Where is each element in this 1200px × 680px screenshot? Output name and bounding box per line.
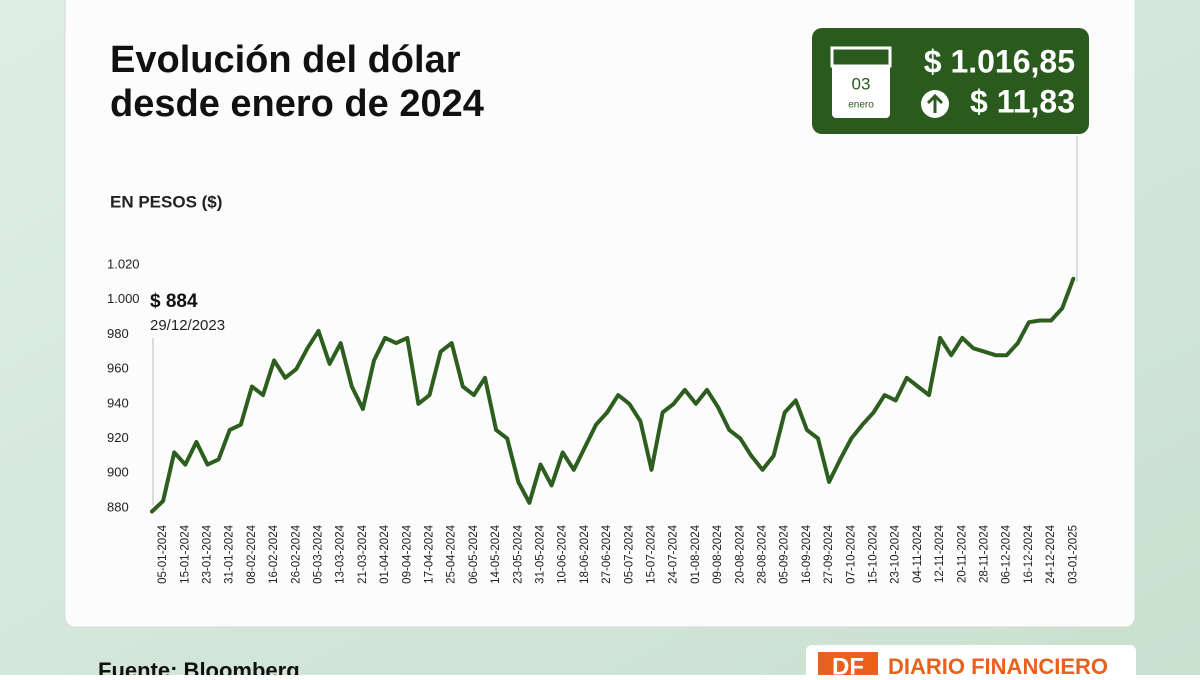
x-tick-label: 05-01-2024 — [157, 524, 169, 583]
x-tick-label: 04-11-2024 — [912, 524, 924, 583]
x-tick-label: 16-12-2024 — [1023, 524, 1035, 583]
x-tick-label: 13-03-2024 — [335, 524, 347, 583]
calendar-month: enero — [848, 100, 874, 111]
x-tick-label: 05-09-2024 — [779, 524, 791, 583]
x-tick-label: 08-02-2024 — [246, 524, 258, 583]
brand-name: DIARIO FINANCIERO — [888, 654, 1108, 675]
x-tick-label: 21-03-2024 — [357, 524, 369, 583]
x-tick-label: 23-05-2024 — [512, 524, 524, 583]
x-tick-label: 15-01-2024 — [179, 524, 191, 583]
x-tick-label: 09-04-2024 — [401, 524, 413, 583]
y-tick-label: 920 — [107, 430, 129, 445]
summary-change: $ 11,83 — [970, 83, 1075, 119]
x-tick-label: 16-02-2024 — [268, 524, 280, 583]
x-tick-label: 18-06-2024 — [579, 524, 591, 583]
x-tick-label: 01-04-2024 — [379, 524, 391, 583]
x-tick-label: 28-08-2024 — [757, 524, 769, 583]
y-tick-label: 880 — [107, 499, 129, 514]
y-axis-label: EN PESOS ($) — [110, 192, 222, 211]
x-tick-label: 14-05-2024 — [490, 524, 502, 583]
x-tick-label: 09-08-2024 — [712, 524, 724, 583]
x-tick-label: 28-11-2024 — [979, 524, 991, 583]
x-tick-label: 24-12-2024 — [1045, 524, 1057, 583]
x-tick-label: 25-04-2024 — [446, 524, 458, 583]
up-arrow — [926, 93, 944, 113]
card — [64, 0, 1136, 628]
x-tick-label: 03-01-2025 — [1067, 525, 1079, 584]
x-tick-label: 27-09-2024 — [823, 524, 835, 583]
x-tick-label: 05-03-2024 — [313, 524, 325, 583]
y-tick-label: 1.020 — [107, 256, 140, 271]
y-tick-label: 1.000 — [107, 291, 140, 306]
title-line: Evolución del dólar — [110, 39, 461, 81]
x-tick-label: 23-01-2024 — [202, 524, 214, 583]
y-tick-label: 940 — [107, 395, 129, 410]
x-tick-label: 07-10-2024 — [845, 524, 857, 583]
brand-initials: DF — [832, 653, 864, 675]
calendar-day: 03 — [852, 74, 871, 93]
x-tick-label: 23-10-2024 — [890, 524, 902, 583]
title-line: desde enero de 2024 — [110, 83, 484, 125]
x-tick-label: 15-07-2024 — [646, 524, 658, 583]
x-tick-label: 06-05-2024 — [468, 524, 480, 583]
x-tick-label: 24-07-2024 — [668, 524, 680, 583]
y-tick-label: 980 — [107, 326, 129, 341]
calendar-top — [830, 46, 892, 68]
x-tick-label: 12-11-2024 — [934, 524, 946, 583]
y-tick-label: 960 — [107, 361, 129, 376]
x-tick-label: 05-07-2024 — [623, 524, 635, 583]
price-line — [150, 276, 1076, 514]
y-tick-label: 900 — [107, 465, 129, 480]
x-tick-label: 06-12-2024 — [1001, 524, 1013, 583]
x-tick-label: 31-01-2024 — [224, 524, 236, 583]
x-tick-label: 10-06-2024 — [557, 524, 569, 583]
x-tick-label: 15-10-2024 — [868, 524, 880, 583]
brand-box — [806, 645, 1136, 680]
x-tick-label: 26-02-2024 — [290, 524, 302, 583]
source: Fuente: Bloomberg — [98, 658, 300, 675]
start-date: 29/12/2023 — [150, 317, 225, 334]
x-tick-label: 27-06-2024 — [601, 524, 613, 583]
x-tick-label: 16-09-2024 — [801, 524, 813, 583]
x-tick-label: 01-08-2024 — [690, 524, 702, 583]
summary-price: $ 1.016,85 — [924, 43, 1075, 79]
plot: 880 900 920 940 960 980 1.000 1.020 05-01-2024 15… — [107, 256, 1079, 583]
x-tick-label: 20-11-2024 — [956, 524, 968, 583]
x-tick-label: 20-08-2024 — [734, 524, 746, 583]
x-tick-label: 31-05-2024 — [535, 524, 547, 583]
x-tick-label: 17-04-2024 — [424, 524, 436, 583]
start-value: $ 884 — [150, 291, 198, 312]
